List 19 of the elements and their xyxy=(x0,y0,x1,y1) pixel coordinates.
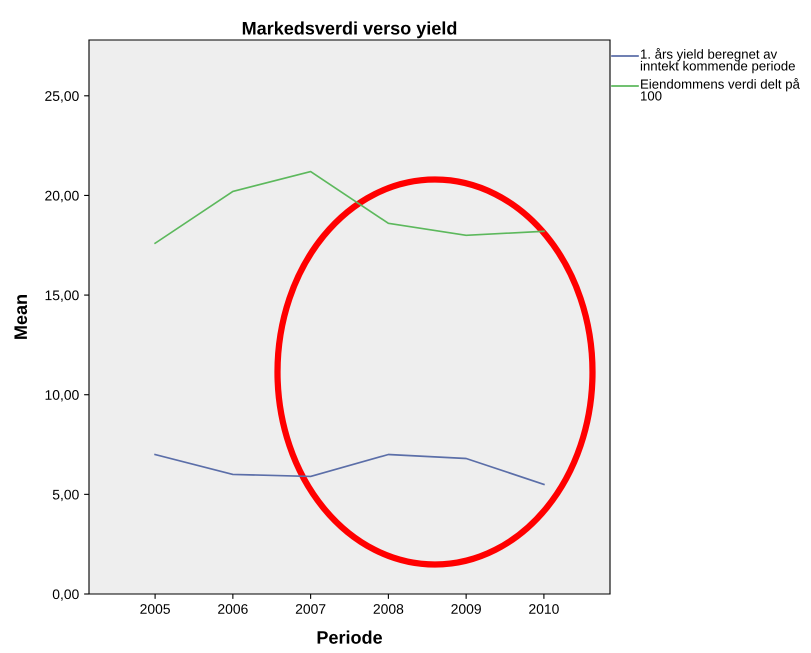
line-series xyxy=(154,170,545,244)
y-tick-label: 25,00 xyxy=(45,91,79,103)
x-tick-label: 2010 xyxy=(529,604,559,614)
chart-title: Markedsverdi verso yield xyxy=(242,21,456,38)
legend-label: 1. års yield beregnet av inntekt kommende periode xyxy=(640,48,795,74)
x-tick-label: 2005 xyxy=(140,604,170,614)
y-axis-title: Mean xyxy=(14,295,28,339)
y-tick-label: 15,00 xyxy=(46,290,79,302)
x-tick-label: 2009 xyxy=(451,604,481,614)
line-series xyxy=(154,454,545,486)
y-tick-label: 0,00 xyxy=(52,589,79,601)
x-axis-title: Periode xyxy=(318,630,382,644)
y-tick-label: 10,00 xyxy=(46,390,79,402)
x-tick-label: 2007 xyxy=(296,604,326,614)
x-tick-label: 2008 xyxy=(374,604,404,614)
y-tick-label: 20,00 xyxy=(45,190,79,202)
y-tick-label: 5,00 xyxy=(52,490,79,502)
legend-label: Eiendommens verdi delt på 100 xyxy=(641,78,800,101)
x-tick-label: 2006 xyxy=(218,604,248,614)
